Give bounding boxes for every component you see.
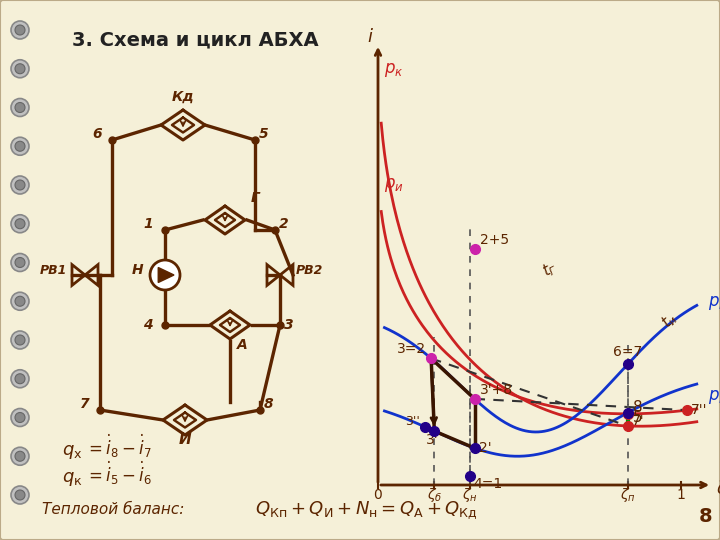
Text: Кд: Кд: [171, 90, 194, 104]
Text: А: А: [237, 338, 248, 352]
Text: 3. Схема и цикл АБХА: 3. Схема и цикл АБХА: [72, 30, 318, 49]
Text: $p_и$: $p_и$: [708, 388, 720, 406]
Text: 3=2: 3=2: [397, 342, 426, 356]
Circle shape: [15, 103, 25, 112]
Circle shape: [11, 176, 29, 194]
Circle shape: [11, 447, 29, 465]
Text: $\zeta_п$: $\zeta_п$: [620, 486, 635, 504]
Circle shape: [15, 296, 25, 306]
Text: 2: 2: [279, 217, 289, 231]
Text: 5: 5: [633, 410, 642, 425]
Text: 7': 7': [631, 414, 644, 428]
Text: 8: 8: [264, 397, 274, 411]
Text: 3'': 3'': [405, 415, 420, 428]
Text: 4=1: 4=1: [474, 477, 503, 491]
Circle shape: [15, 374, 25, 384]
Text: 1: 1: [676, 488, 685, 502]
Circle shape: [11, 137, 29, 156]
Circle shape: [11, 486, 29, 504]
Text: РВ1: РВ1: [40, 264, 67, 277]
Circle shape: [15, 490, 25, 500]
Text: 6=7: 6=7: [613, 345, 642, 359]
Text: $=\dot{i}_5 - \dot{i}_6$: $=\dot{i}_5 - \dot{i}_6$: [85, 460, 152, 487]
Text: 3'+8: 3'+8: [480, 383, 513, 397]
Text: $q_\mathrm{к}$: $q_\mathrm{к}$: [62, 470, 83, 488]
Circle shape: [11, 370, 29, 388]
Text: $=\dot{i}_8 - \dot{i}_7$: $=\dot{i}_8 - \dot{i}_7$: [85, 433, 152, 460]
Polygon shape: [158, 267, 174, 282]
Text: $i$: $i$: [366, 28, 374, 46]
Circle shape: [11, 21, 29, 39]
Circle shape: [15, 335, 25, 345]
Circle shape: [11, 331, 29, 349]
Circle shape: [15, 258, 25, 267]
Text: $\zeta$: $\zeta$: [716, 478, 720, 500]
Text: $\zeta_б$: $\zeta_б$: [427, 486, 442, 504]
Text: РВ2: РВ2: [296, 264, 323, 277]
Circle shape: [15, 64, 25, 74]
Text: Тепловой баланс:: Тепловой баланс:: [42, 503, 184, 517]
Text: 3: 3: [284, 318, 294, 332]
Circle shape: [15, 413, 25, 422]
Text: И: И: [179, 432, 192, 447]
Circle shape: [15, 180, 25, 190]
Text: $\zeta_н$: $\zeta_н$: [462, 486, 477, 504]
Text: 3': 3': [426, 433, 438, 447]
Text: 6: 6: [92, 127, 102, 141]
Circle shape: [15, 141, 25, 151]
Text: 0: 0: [374, 488, 382, 502]
Text: 8: 8: [699, 507, 713, 526]
Text: $p_и$: $p_и$: [384, 176, 404, 193]
Circle shape: [11, 408, 29, 427]
Text: $p_к$: $p_к$: [384, 60, 403, 79]
Text: Н: Н: [131, 263, 143, 277]
Circle shape: [11, 253, 29, 272]
Text: 2+5: 2+5: [480, 233, 509, 247]
Text: $t_Г$: $t_Г$: [539, 258, 561, 281]
Circle shape: [11, 98, 29, 117]
Text: $t_и$: $t_и$: [658, 309, 682, 333]
Text: 5: 5: [259, 127, 269, 141]
Text: 7'': 7'': [691, 403, 708, 417]
Text: $p_к$: $p_к$: [708, 294, 720, 313]
Circle shape: [15, 219, 25, 229]
Circle shape: [15, 25, 25, 35]
Text: 8: 8: [633, 400, 642, 415]
Circle shape: [11, 292, 29, 310]
Circle shape: [11, 215, 29, 233]
Text: Г: Г: [251, 191, 259, 205]
Text: 7: 7: [81, 397, 90, 411]
Text: 4: 4: [143, 318, 153, 332]
Text: 2': 2': [479, 441, 491, 455]
Circle shape: [15, 451, 25, 461]
Text: 1: 1: [143, 217, 153, 231]
Text: $Q_\mathrm{Кп} + Q_\mathrm{И} + N_\mathrm{н} = Q_\mathrm{А} + Q_\mathrm{Кд}$: $Q_\mathrm{Кп} + Q_\mathrm{И} + N_\mathr…: [255, 499, 478, 521]
Circle shape: [150, 260, 180, 290]
Circle shape: [11, 60, 29, 78]
Text: $q_\mathrm{x}$: $q_\mathrm{x}$: [62, 443, 83, 461]
